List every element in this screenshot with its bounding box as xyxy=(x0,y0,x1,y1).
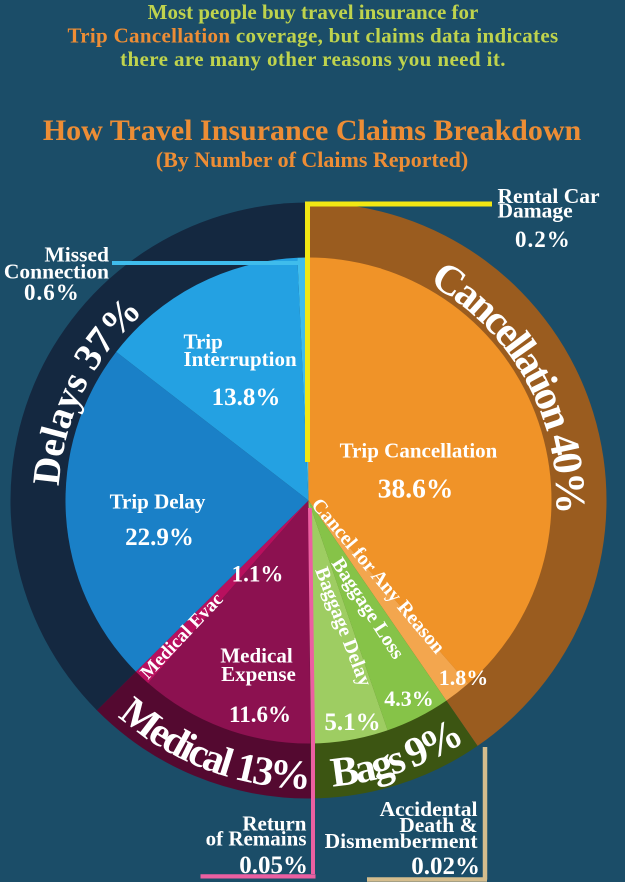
svg-text:4.3%: 4.3% xyxy=(384,686,434,711)
svg-text:Damage: Damage xyxy=(498,199,573,223)
svg-text:Missed: Missed xyxy=(45,243,110,267)
svg-text:Connection: Connection xyxy=(4,260,109,284)
svg-text:Death &: Death & xyxy=(399,813,477,837)
svg-text:Dismemberment: Dismemberment xyxy=(325,829,479,853)
svg-text:38.6%: 38.6% xyxy=(378,473,454,504)
svg-text:Accidental: Accidental xyxy=(380,797,478,821)
svg-text:1.8%: 1.8% xyxy=(439,665,489,690)
svg-text:0.05%: 0.05% xyxy=(239,852,308,879)
svg-text:How Travel Insurance Claims Br: How Travel Insurance Claims Breakdown xyxy=(43,114,582,147)
svg-text:Trip Cancellation: Trip Cancellation xyxy=(340,439,498,463)
svg-text:of Remains: of Remains xyxy=(206,827,307,851)
svg-text:Trip: Trip xyxy=(184,330,223,354)
svg-text:22.9%: 22.9% xyxy=(125,524,194,551)
svg-text:Rental Car: Rental Car xyxy=(498,184,601,208)
svg-text:Expense: Expense xyxy=(221,662,296,686)
svg-text:1.1%: 1.1% xyxy=(232,562,284,587)
svg-text:0.6%: 0.6% xyxy=(24,280,80,305)
svg-text:Medical: Medical xyxy=(220,644,292,668)
svg-text:Trip Delay: Trip Delay xyxy=(110,490,206,514)
svg-text:0.02%: 0.02% xyxy=(411,853,480,880)
svg-text:0.2%: 0.2% xyxy=(515,227,571,252)
svg-text:there are many other reasons y: there are many other reasons you need it… xyxy=(120,47,506,71)
svg-text:11.6%: 11.6% xyxy=(229,702,291,727)
svg-text:5.1%: 5.1% xyxy=(324,709,380,736)
svg-text:13.8%: 13.8% xyxy=(212,384,281,411)
svg-text:Return: Return xyxy=(242,812,306,836)
svg-text:Interruption: Interruption xyxy=(184,347,297,371)
svg-text:(By Number of Claims Reported): (By Number of Claims Reported) xyxy=(156,147,468,172)
svg-text:Trip Cancellation coverage, bu: Trip Cancellation coverage, but claims d… xyxy=(68,24,559,48)
svg-text:Most people buy travel insuran: Most people buy travel insurance for xyxy=(148,0,479,24)
